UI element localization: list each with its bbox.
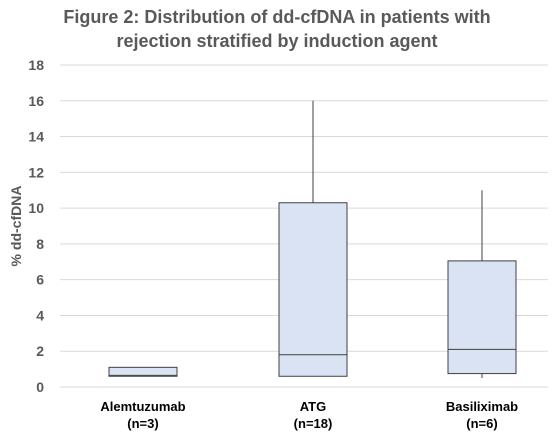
chart-title-line-2: rejection stratified by induction agent [116,31,437,51]
x-axis-categories: Alemtuzumab (n=3) ATG (n=18) Basiliximab (n=6… [100,399,518,431]
y-tick-label: 14 [28,129,44,145]
x-category-label: Basiliximab [446,399,518,414]
chart-title: Figure 2: Distribution of dd-cfDNA in pa… [63,7,490,51]
box [278,202,348,377]
y-axis-label: % dd-cfDNA [8,186,24,267]
x-category-count: (n=6) [466,416,497,431]
y-tick-label: 4 [36,307,44,323]
y-tick-label: 12 [28,164,44,180]
y-tick-label: 2 [36,343,44,359]
y-tick-label: 18 [28,57,44,73]
y-tick-label: 0 [36,379,44,395]
x-category-count: (n=3) [127,416,158,431]
chart-title-line-1: Figure 2: Distribution of dd-cfDNA in pa… [63,7,490,27]
x-category-label: Alemtuzumab [100,399,185,414]
x-category-count: (n=18) [294,416,333,431]
box [108,366,178,377]
y-tick-label: 16 [28,93,44,109]
boxes [108,100,517,379]
y-tick-label: 10 [28,200,44,216]
x-category-label: ATG [300,399,326,414]
box-group [278,100,348,377]
y-axis-ticks: 0 2 4 6 8 10 12 14 16 18 [28,57,44,395]
box-group [108,366,178,377]
box-group [447,190,517,379]
y-tick-label: 6 [36,272,44,288]
y-tick-label: 8 [36,236,44,252]
box [447,260,517,375]
